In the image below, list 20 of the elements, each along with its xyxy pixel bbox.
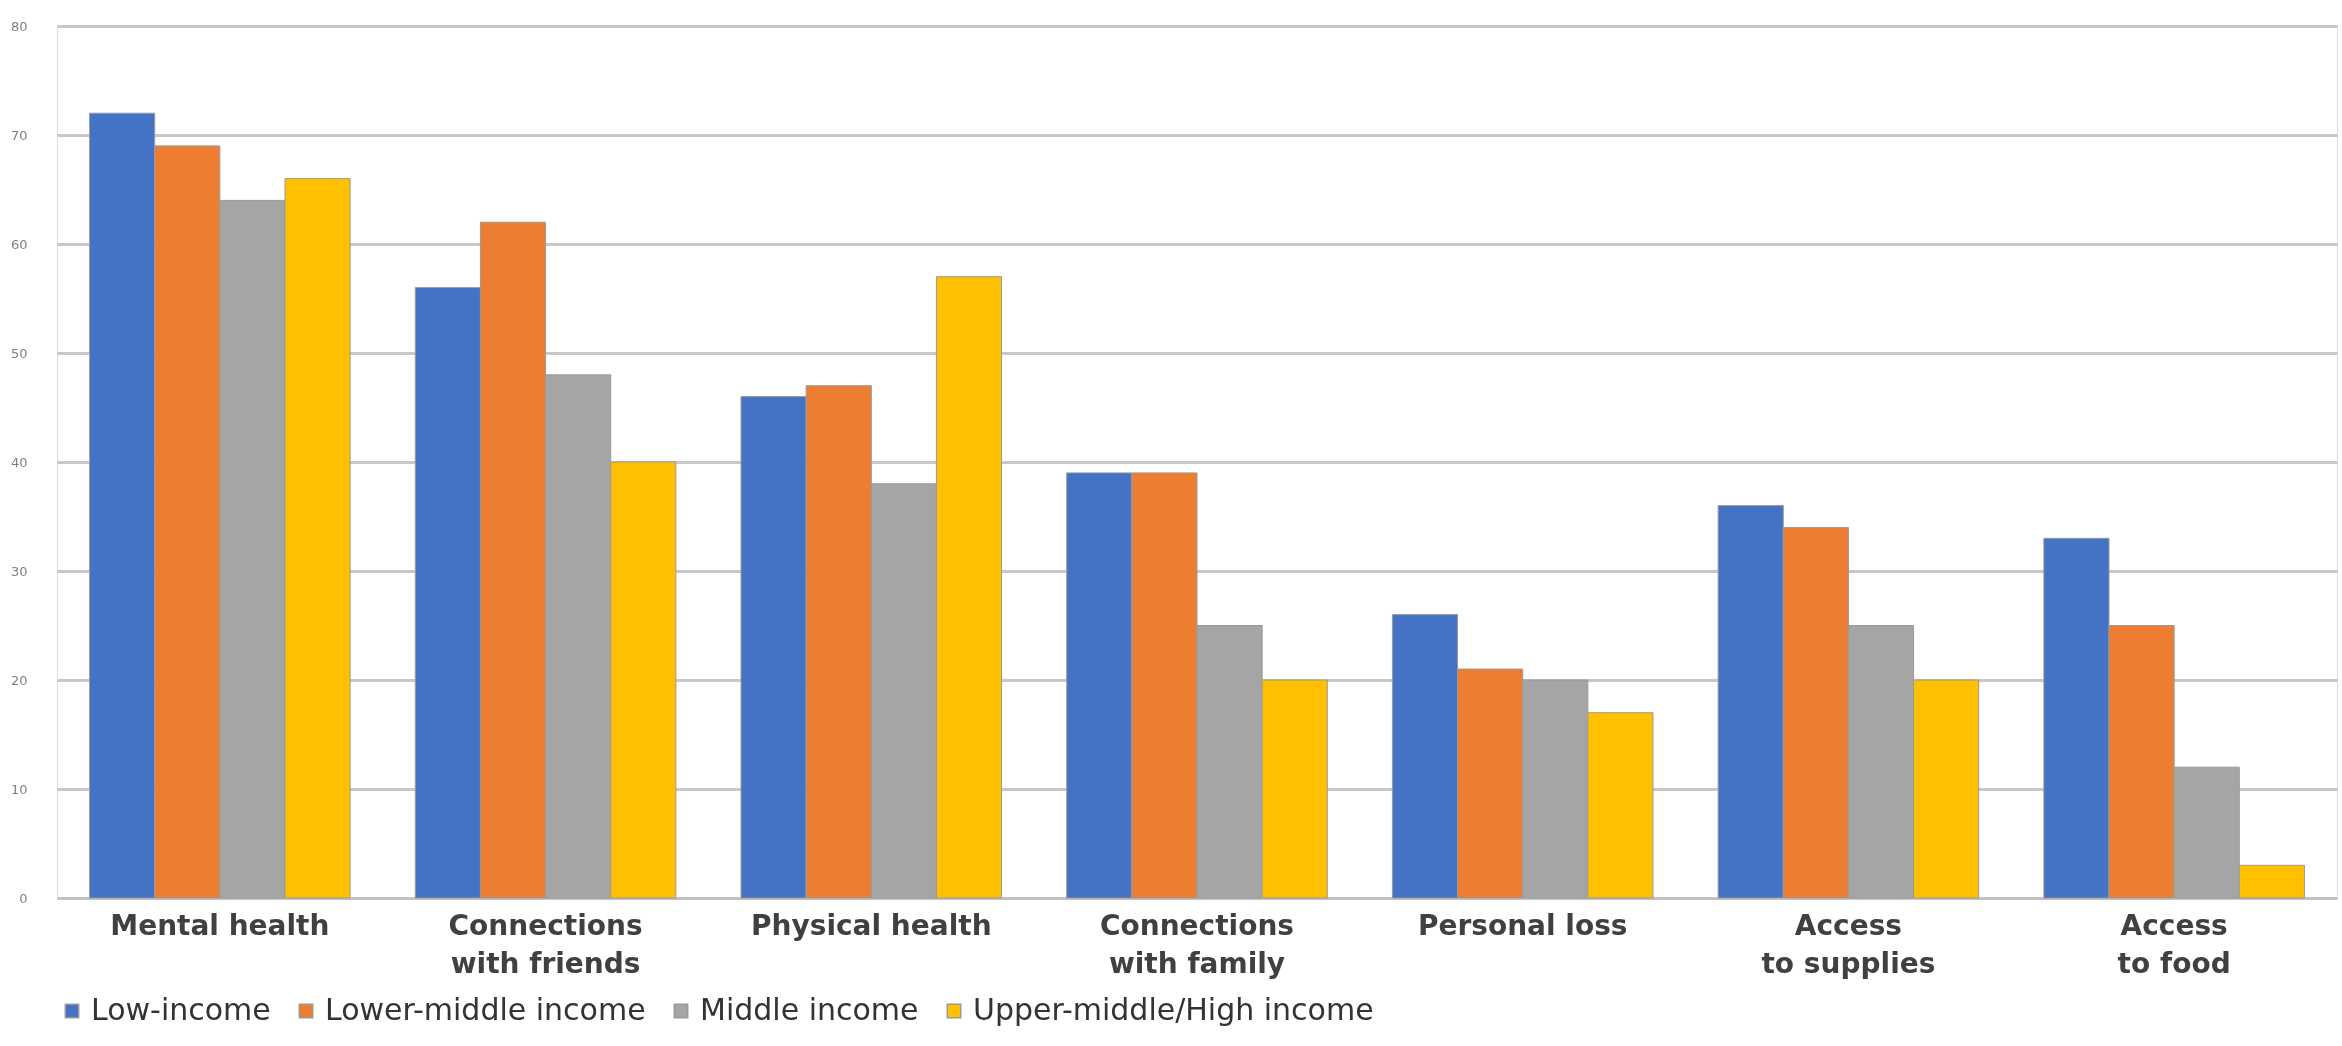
legend-label: Lower-middle income — [325, 992, 646, 1027]
legend-label: Upper-middle/High income — [973, 992, 1374, 1027]
y-tick-label: 80 — [10, 18, 28, 34]
x-tick-label: Access to food — [2117, 908, 2231, 980]
x-tick-label: Physical health — [751, 908, 992, 942]
x-tick-label: Mental health — [110, 908, 330, 942]
x-tick-label: Personal loss — [1417, 908, 1628, 942]
x-tick-label: Connections with family — [1099, 908, 1295, 980]
y-tick-label: 60 — [10, 236, 28, 252]
y-tick-label: 10 — [10, 781, 28, 797]
y-tick-label: 70 — [10, 127, 28, 143]
y-tick-label: 30 — [10, 563, 28, 579]
legend-label: Low-income — [91, 992, 271, 1027]
y-tick-label: 20 — [10, 672, 28, 688]
y-tick-label: 0 — [19, 890, 28, 906]
y-tick-label: 50 — [10, 345, 28, 361]
x-tick-label: Connections with friends — [448, 908, 643, 980]
x-tick-label: Access to supplies — [1761, 908, 1936, 980]
legend-label: Middle income — [700, 992, 919, 1027]
y-tick-label: 40 — [10, 454, 28, 470]
